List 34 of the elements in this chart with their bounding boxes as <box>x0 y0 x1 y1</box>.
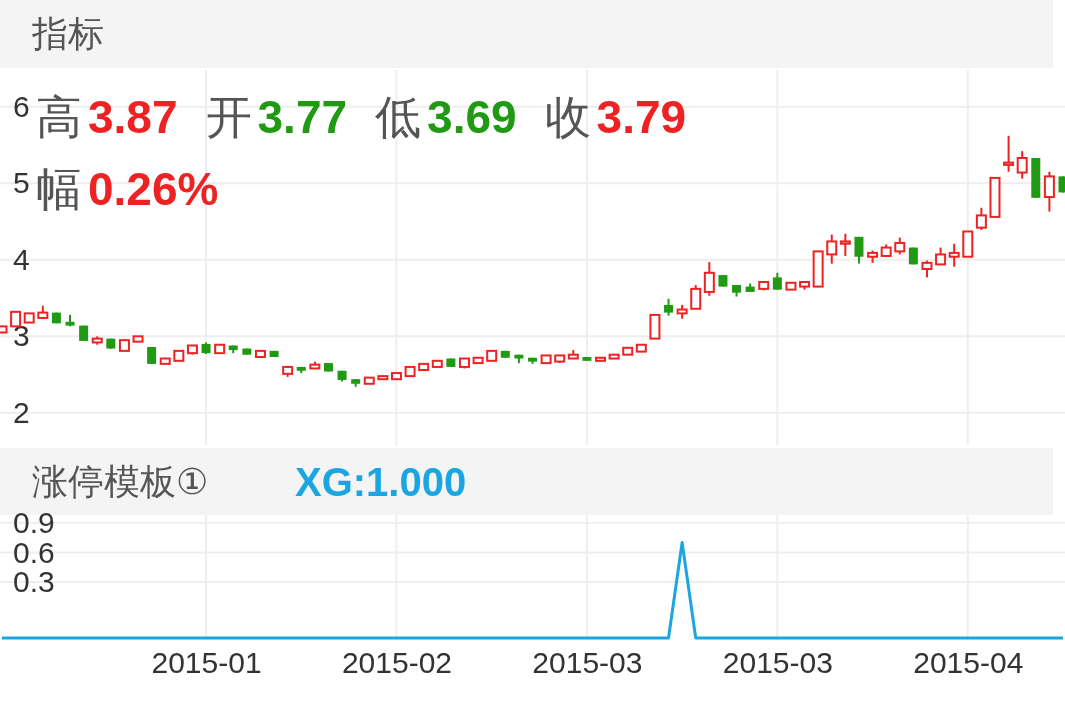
y-tick-label: 4 <box>13 242 30 276</box>
x-tick-label: 2015-03 <box>722 646 833 679</box>
x-tick-label: 2015-04 <box>913 646 1024 679</box>
annotation: 3.77 <box>257 91 348 143</box>
annotation: 幅 <box>36 163 82 215</box>
candlestick <box>649 313 661 340</box>
candlestick <box>826 233 838 265</box>
annotation: 开 <box>205 91 252 143</box>
x-tick-label: 2015-03 <box>532 646 643 679</box>
y-tick-label: 2 <box>13 395 30 429</box>
candlestick <box>839 232 851 257</box>
y-tick-label: 6 <box>13 89 30 123</box>
annotation: 3.69 <box>427 91 517 143</box>
y-tick-label: 3 <box>13 319 30 353</box>
candlestick <box>1043 170 1055 213</box>
chart-title: 指标 <box>31 13 104 54</box>
annotation: 低 <box>375 91 422 143</box>
candlestick <box>1016 150 1028 180</box>
candlestick <box>1003 134 1015 173</box>
annotation: 收 <box>544 91 591 143</box>
candlestick <box>690 284 702 310</box>
y-tick-label: 5 <box>13 166 30 200</box>
x-tick-label: 2015-02 <box>341 646 453 679</box>
annotation: 3.87 <box>88 91 178 143</box>
chart-title: 涨停模板① <box>32 460 209 502</box>
annotation: 高 <box>36 91 82 143</box>
candlestick <box>703 261 715 297</box>
candlestick <box>975 206 987 231</box>
annotation: 0.26% <box>88 163 219 215</box>
x-tick-label: 2015-01 <box>151 646 262 679</box>
text: XG:1.000 <box>295 459 467 504</box>
candlestick <box>948 242 960 268</box>
candlestick <box>854 235 864 265</box>
annotation: 3.79 <box>596 91 687 143</box>
